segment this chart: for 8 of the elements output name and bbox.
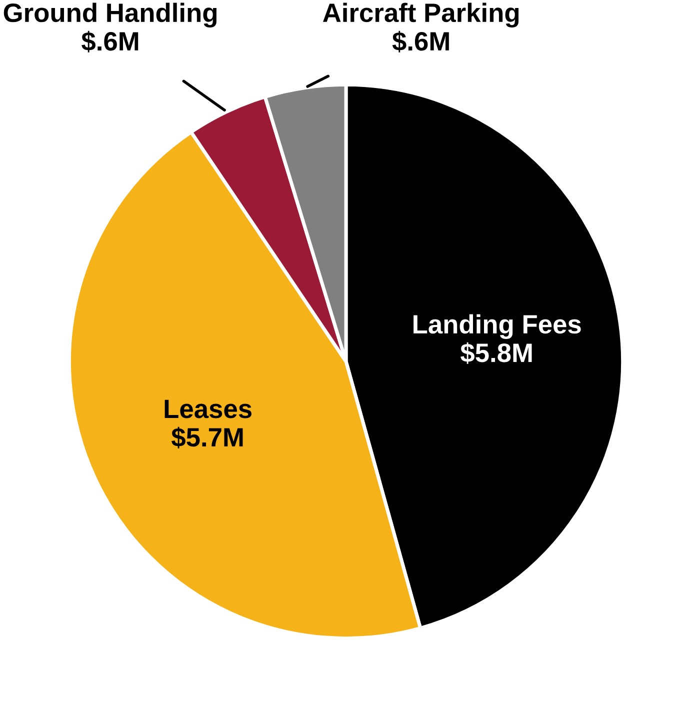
data-label: $.6M: [82, 30, 138, 52]
slice-label: Leases: [164, 400, 252, 418]
slice-label: Aircraft Parking: [322, 2, 519, 28]
data-label: $5.7M: [171, 426, 243, 448]
slice-label: Landing Fees: [414, 314, 581, 339]
data-label: $.6M: [392, 30, 449, 52]
data-label: $5.8M: [460, 342, 532, 364]
slice-label: Ground Handling: [4, 2, 217, 28]
